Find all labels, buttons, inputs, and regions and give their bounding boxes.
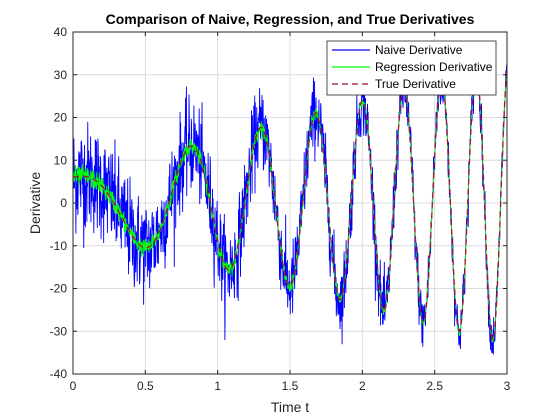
chart-title: Comparison of Naive, Regression, and Tru…: [106, 11, 475, 27]
legend-label: Naive Derivative: [375, 43, 463, 57]
x-tick-label: 0: [70, 379, 77, 393]
y-tick-label: 0: [60, 196, 67, 210]
series-layer: [73, 58, 507, 355]
x-axis-title: Time t: [271, 399, 309, 415]
series-line-true-derivative: [73, 68, 507, 341]
series-line-naive-derivative: [73, 58, 507, 355]
y-tick-label: 10: [54, 153, 68, 167]
y-tick-label: -20: [50, 282, 68, 296]
y-axis-title: Derivative: [27, 172, 43, 234]
y-tick-label: -40: [50, 367, 68, 381]
y-tick-label: 40: [54, 25, 68, 39]
legend-label: Regression Derivative: [375, 60, 493, 74]
legend: Naive Derivative Regression Derivative Tru…: [326, 40, 497, 96]
x-axis: 0 0.5 1 1.5 2 2.5 3: [70, 32, 511, 393]
y-tick-label: -10: [50, 239, 68, 253]
y-tick-label: 20: [54, 111, 68, 125]
x-tick-label: 0.5: [137, 379, 154, 393]
x-tick-label: 2.5: [426, 379, 443, 393]
legend-label: True Derivative: [375, 77, 456, 91]
y-axis: -40 -30 -20 -10 0 10 20 30 40: [50, 25, 507, 381]
x-tick-label: 3: [504, 379, 511, 393]
x-tick-label: 1: [214, 379, 221, 393]
x-tick-label: 1.5: [282, 379, 299, 393]
y-tick-label: -30: [50, 324, 68, 338]
y-tick-label: 30: [54, 68, 68, 82]
x-tick-label: 2: [359, 379, 366, 393]
